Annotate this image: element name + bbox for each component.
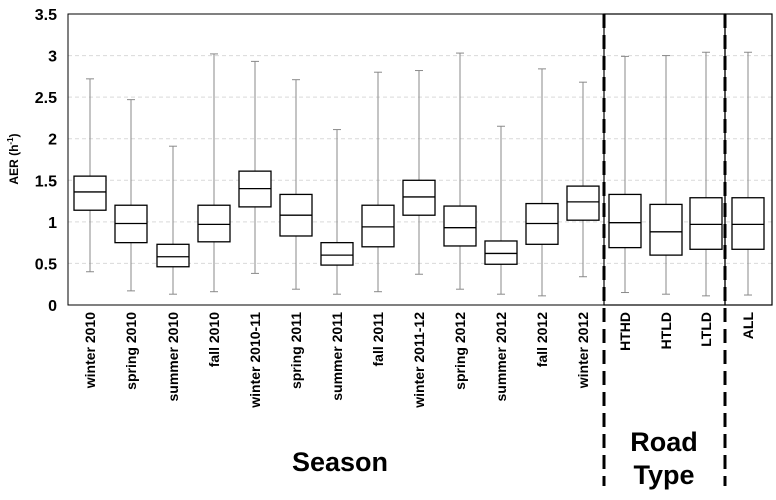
category-label: winter 2010-11 [247,312,263,409]
iqr-box [320,241,354,266]
category-label: summer 2012 [493,312,509,402]
y-tick-label: 0 [48,298,57,315]
all-panel-frame [724,13,773,306]
y-tick-label: 1.5 [35,173,57,190]
box-hthd [608,55,642,294]
category-labels: winter 2010 spring 2010 summer 2010 fall 20… [82,312,756,409]
iqr-box [608,193,642,249]
box-winter-2010-11 [238,60,272,274]
box-htld [649,55,683,295]
iqr-box [731,197,765,250]
category-label: spring 2011 [288,312,304,389]
y-tick-label: 3.5 [35,7,57,24]
iqr-box [443,205,477,247]
category-label: summer 2011 [329,312,345,401]
box-all [731,51,765,296]
box-spring-2012 [443,52,477,290]
category-label: fall 2011 [370,312,386,367]
box-series [73,51,765,297]
box-spring-2011 [279,79,313,290]
road-type-title-line1: Road [630,427,698,457]
box-winter-2010 [73,78,107,273]
category-label: winter 2010 [82,312,98,389]
season-group-title: Season [292,447,388,477]
category-label: fall 2012 [534,312,550,367]
iqr-box [689,197,723,250]
y-tick-label: 1 [48,215,57,232]
y-axis-title: AER (h-1) [6,133,21,184]
category-label: summer 2010 [165,312,181,402]
iqr-box [156,243,190,268]
box-winter-2012 [566,81,600,278]
box-winter-2011-12 [402,70,436,275]
category-label: spring 2012 [452,312,468,390]
category-label: HTHD [617,312,633,351]
iqr-box [73,175,107,211]
category-label: LTLD [698,312,714,347]
category-label: ALL [740,312,756,340]
box-fall-2012 [525,68,559,297]
box-fall-2011 [361,71,395,293]
iqr-box [361,204,395,248]
category-label: winter 2012 [575,312,591,389]
iqr-box [649,203,683,256]
iqr-box [484,240,518,265]
y-tick-label: 2 [48,132,57,149]
iqr-box [402,179,436,216]
iqr-box [566,185,600,221]
box-spring-2010 [114,99,148,292]
category-label: fall 2010 [206,312,222,367]
box-fall-2010 [197,53,231,293]
y-tick-label: 3 [48,49,57,66]
y-tick-label: 0.5 [35,256,57,273]
category-label: HTLD [658,312,674,349]
y-tick-labels: 0 0.5 1 1.5 2 2.5 3 3.5 [35,7,57,315]
box-ltld [689,51,723,297]
road-type-title-line2: Type [633,460,694,490]
road-type-panel-frame [603,13,726,306]
box-summer-2011 [320,129,354,295]
category-label: spring 2010 [123,312,139,390]
box-summer-2010 [156,145,190,295]
y-tick-label: 2.5 [35,90,57,107]
category-label: winter 2011-12 [411,312,427,409]
iqr-box [197,204,231,243]
box-summer-2012 [484,125,518,295]
